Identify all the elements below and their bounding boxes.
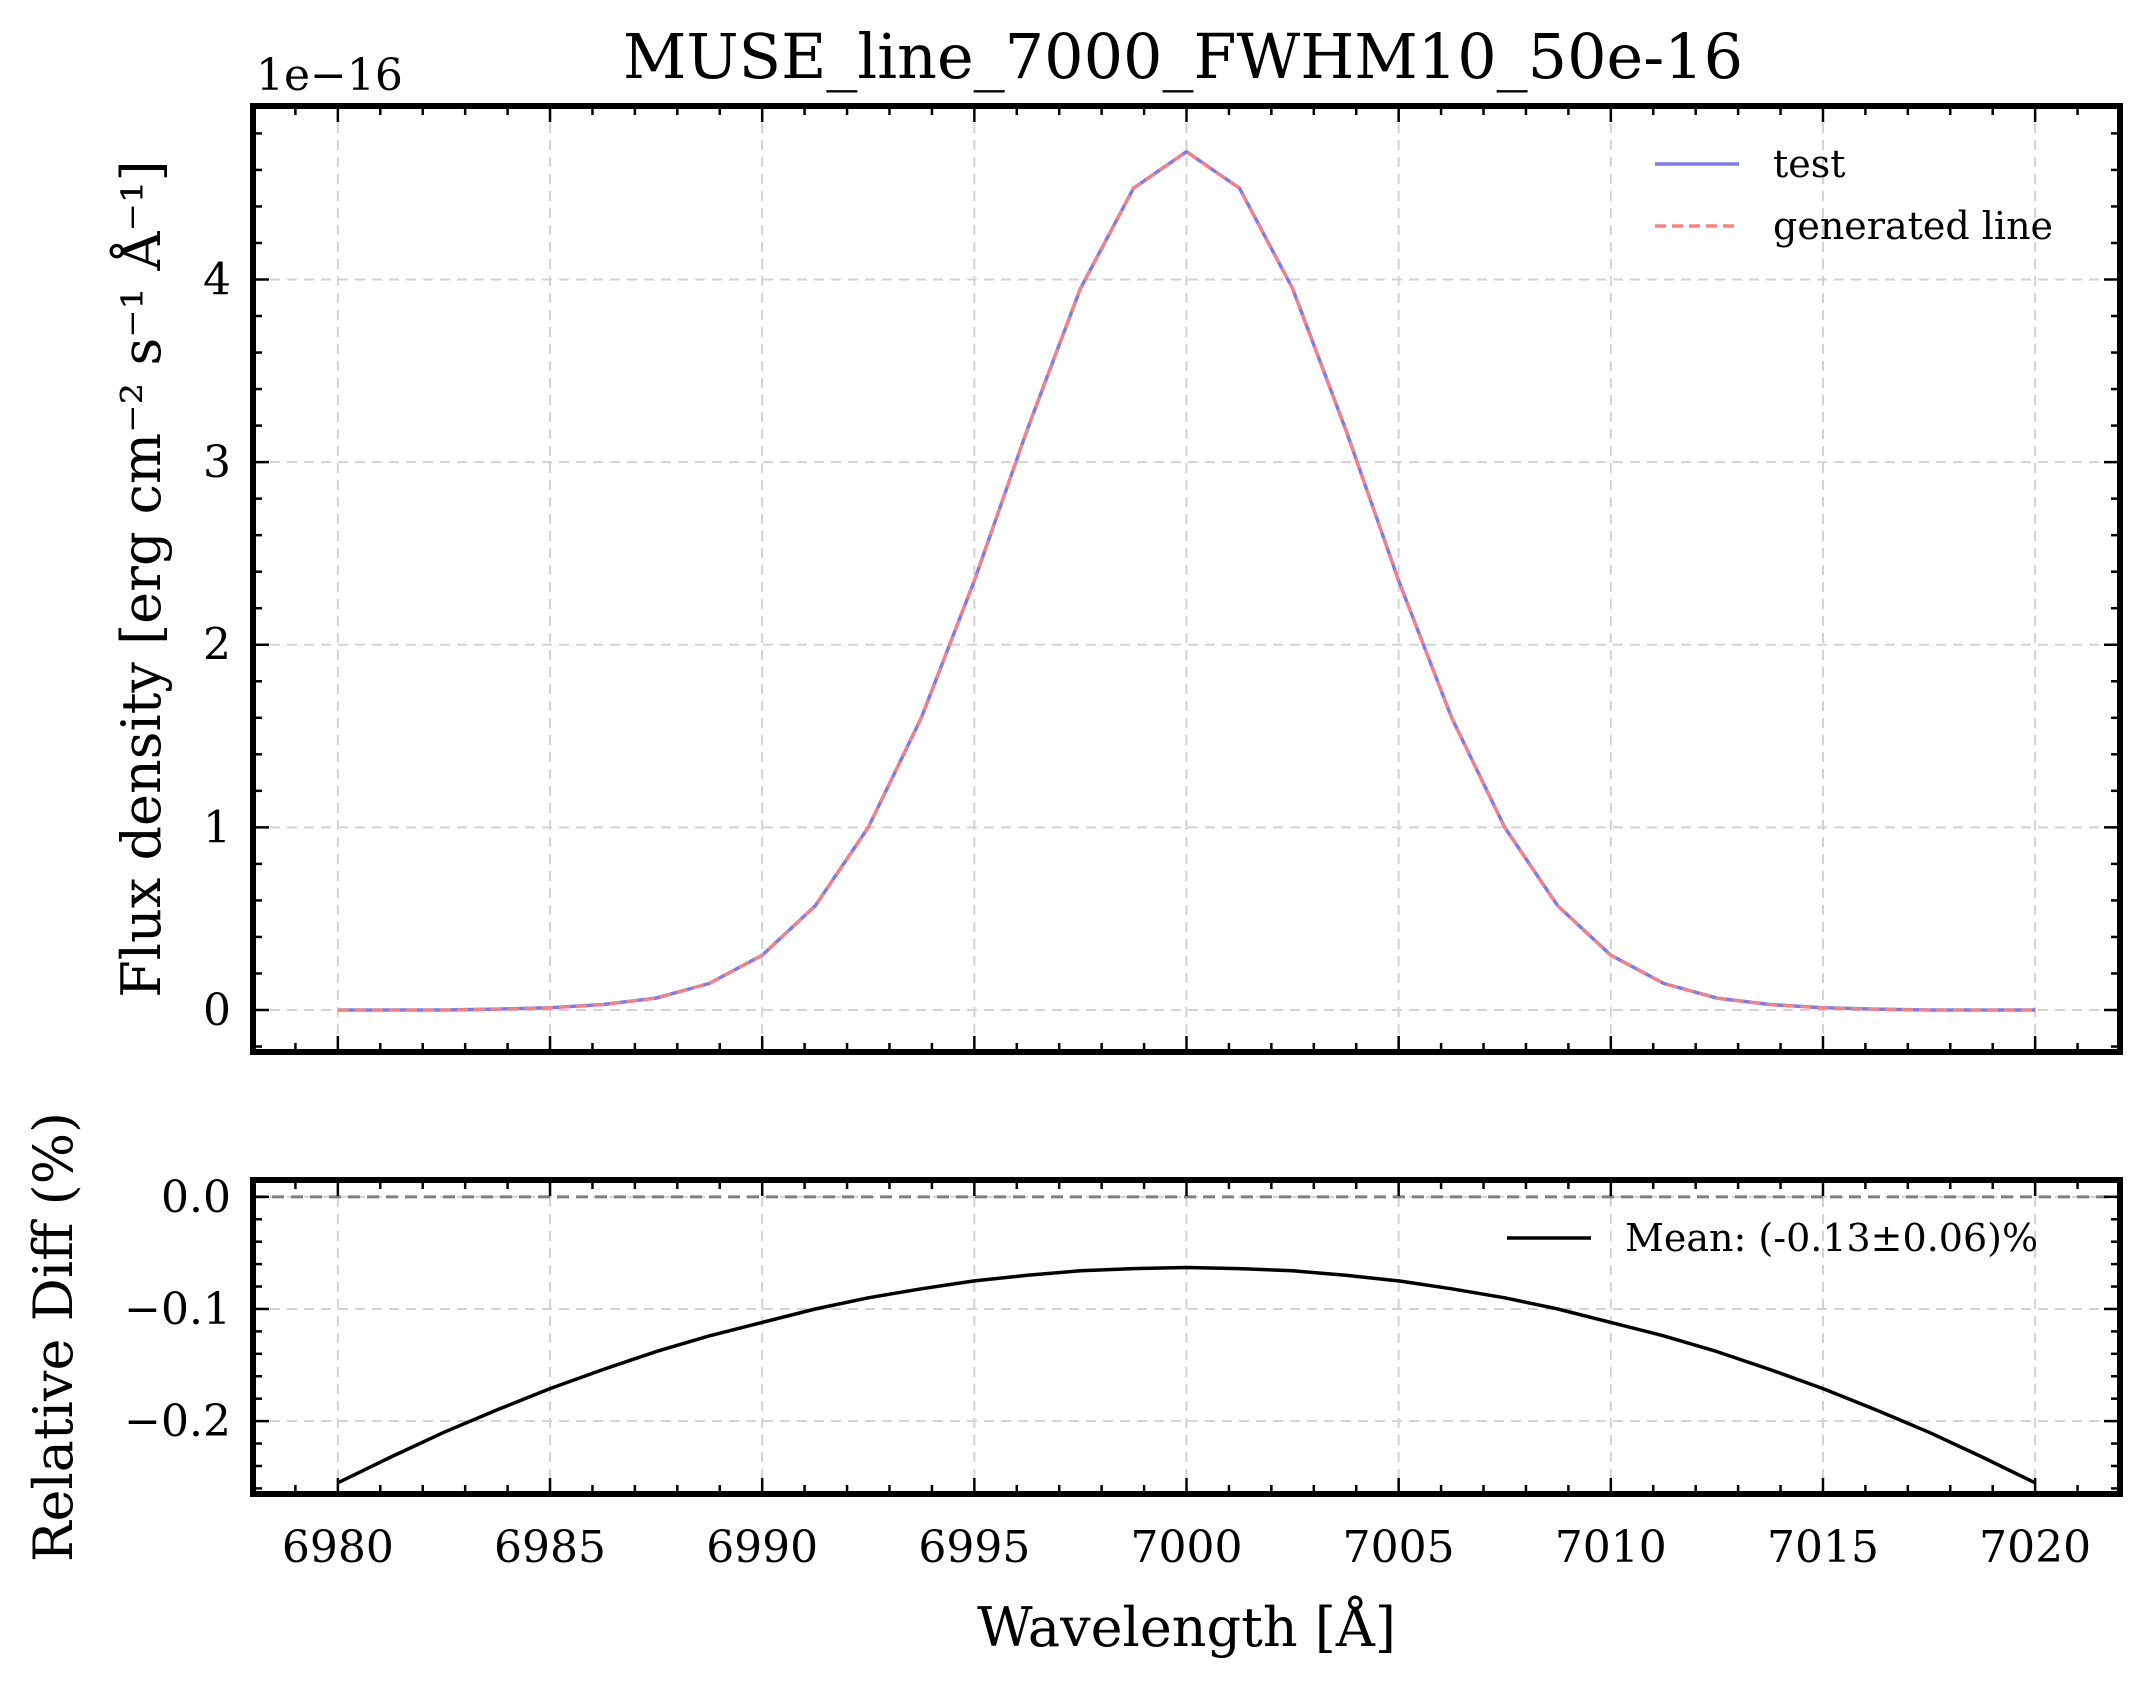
top-y-tick-label-4: 4	[203, 254, 231, 305]
bottom-x-tick-label-2: 6990	[706, 1522, 818, 1573]
bottom-x-tick-label-6: 7010	[1555, 1522, 1667, 1573]
bottom-y-tick-label-1: −0.1	[124, 1284, 231, 1335]
bottom-x-tick-label-7: 7015	[1767, 1522, 1879, 1573]
top-y-tick-label-1: 1	[203, 802, 231, 853]
top-y-tick-label-0: 0	[203, 985, 231, 1036]
top-series-line-1	[337, 150, 2036, 1012]
bottom-x-tick-label-3: 6995	[918, 1522, 1030, 1573]
top-legend-label-1: generated line	[1773, 204, 2053, 248]
chart-title: MUSE_line_7000_FWHM10_50e-16	[623, 20, 1743, 93]
bottom-y-axis-label: Relative Diff (%)	[22, 1112, 85, 1562]
bottom-x-tick-label-8: 7020	[1979, 1522, 2091, 1573]
top-y-tick-label-2: 2	[203, 620, 231, 671]
top-axes-frame	[250, 103, 2123, 1055]
bottom-legend-label-0: Mean: (-0.13±0.06)%	[1625, 1216, 2038, 1260]
bottom-x-tick-label-5: 7005	[1343, 1522, 1455, 1573]
bottom-panel: 0.0 −0.1 −0.2 6980 6985 6990 6995 7000 7005 7010 7…	[22, 1112, 2123, 1659]
top-offset-text: 1e−16	[256, 50, 403, 101]
bottom-axes-frame	[250, 1177, 2123, 1497]
bottom-x-axis-label: Wavelength [Å]	[977, 1594, 1396, 1659]
top-y-tick-label-3: 3	[203, 437, 231, 488]
bottom-series-line-0	[337, 1265, 2036, 1485]
top-y-axis-label: Flux density [erg cm⁻² s⁻¹ Å⁻¹]	[108, 160, 173, 997]
bottom-x-tick-label-0: 6980	[282, 1522, 394, 1573]
top-panel: 0 1 2 3 4 Flux density [erg cm⁻² s⁻¹ Å⁻¹] 1e−1…	[108, 50, 2123, 1055]
bottom-y-tick-label-2: −0.2	[124, 1396, 231, 1447]
top-legend-label-0: test	[1773, 142, 1846, 186]
bottom-x-tick-label-4: 7000	[1131, 1522, 1243, 1573]
bottom-y-tick-label-0: 0.0	[161, 1172, 231, 1223]
bottom-x-tick-label-1: 6985	[494, 1522, 606, 1573]
